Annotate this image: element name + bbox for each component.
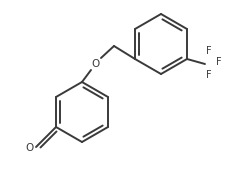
Text: F: F [216,57,222,67]
Text: O: O [25,143,33,153]
Text: F: F [206,46,212,56]
Text: F: F [206,70,212,80]
Text: O: O [92,59,100,69]
